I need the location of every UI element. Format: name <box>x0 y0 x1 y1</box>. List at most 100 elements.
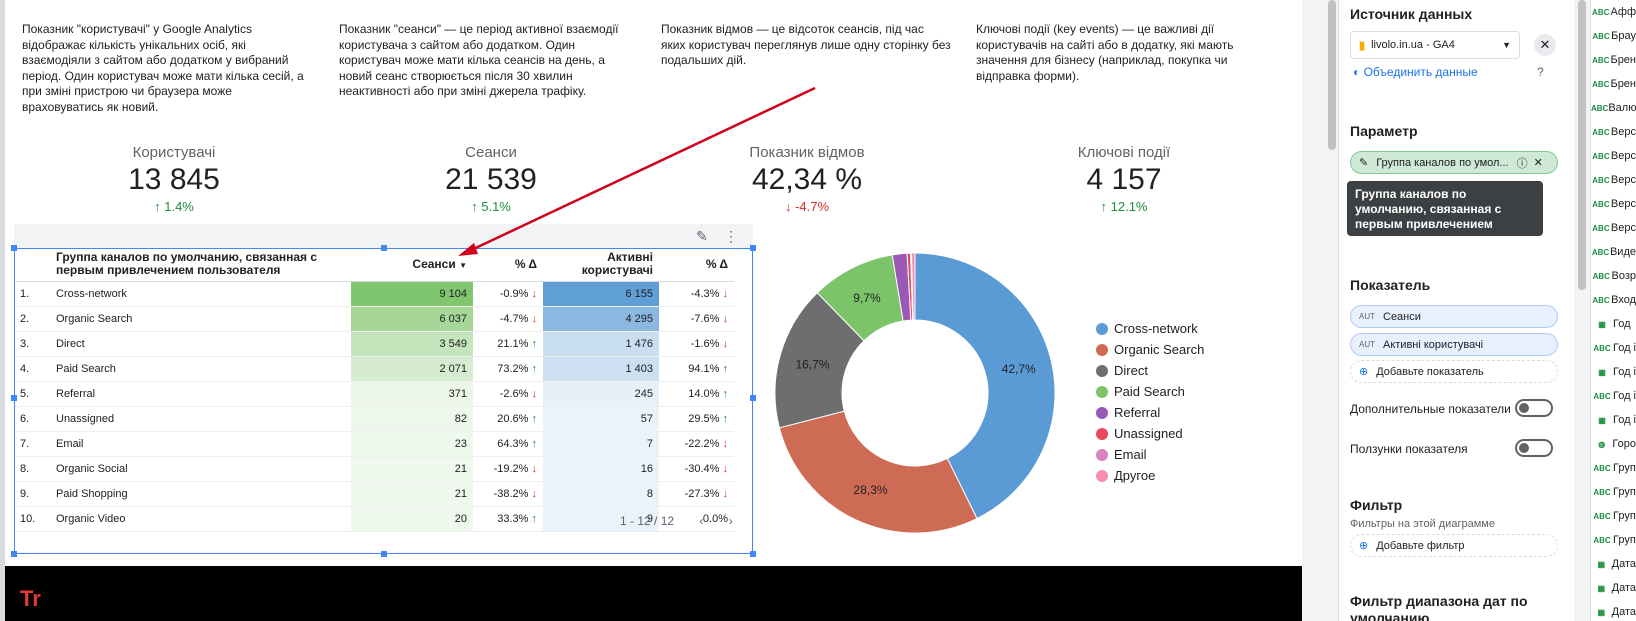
legend-swatch <box>1096 427 1108 440</box>
field-item[interactable]: ABC Верс <box>1591 192 1636 216</box>
legend-item[interactable]: Другое <box>1096 468 1155 483</box>
field-item[interactable]: ABC Верс <box>1591 120 1636 144</box>
field-item[interactable]: ▦ Год і <box>1591 408 1636 432</box>
header-sessions-delta[interactable]: % Δ <box>473 248 543 282</box>
field-item[interactable]: ▦ Год <box>1591 312 1636 336</box>
legend-swatch <box>1096 469 1108 482</box>
field-item[interactable]: ABC Брен <box>1591 48 1636 72</box>
field-label: Вход <box>1611 294 1636 306</box>
field-item[interactable]: ABC Груп <box>1591 528 1636 552</box>
pencil-icon[interactable]: ✎ <box>1359 157 1369 169</box>
field-item[interactable]: ABC Верс <box>1591 144 1636 168</box>
close-icon[interactable]: ✕ <box>1534 34 1556 56</box>
field-item[interactable]: ▦ Год і <box>1591 360 1636 384</box>
table-row[interactable]: 2. Organic Search 6 037 -4.7% ↓ 4 295 -7.6% ↓ <box>14 306 734 332</box>
field-item[interactable]: ▦ Дата <box>1591 600 1636 621</box>
pie-slice[interactable] <box>914 253 1056 520</box>
info-icon[interactable]: ⓘ <box>1516 157 1528 170</box>
field-item[interactable]: ABC Валю <box>1591 96 1636 120</box>
text-type-icon: ABC <box>1593 343 1611 353</box>
channels-table[interactable]: ✎ ⋮ Группа каналов по умолчанию, связанн… <box>14 224 753 554</box>
field-item[interactable]: ABC Год і <box>1591 336 1636 360</box>
metric-title: Показатель <box>1350 277 1431 293</box>
sort-desc-icon[interactable]: ▼ <box>459 261 467 271</box>
more-vert-icon[interactable]: ⋮ <box>724 228 738 244</box>
date-filter-title: Фильтр диапазона дат по умолчанию <box>1350 593 1528 621</box>
legend-item[interactable]: Paid Search <box>1096 384 1185 399</box>
field-label: Верс <box>1610 150 1636 162</box>
header-users-delta[interactable]: % Δ <box>659 248 734 282</box>
field-item[interactable]: ABC Верс <box>1591 216 1636 240</box>
donut-chart[interactable]: 42,7% 28,3% 16,7% 9,7% <box>775 253 1075 553</box>
users-delta-cell: -1.6% ↓ <box>659 331 734 357</box>
table-row[interactable]: 4. Paid Search 2 071 73.2% ↑ 1 403 94.1% ↑ <box>14 356 734 382</box>
add-metric-button[interactable]: ⊕ Добавьте показатель <box>1350 360 1558 383</box>
table-row[interactable]: 10. Organic Video 20 33.3% ↑ 9 0.0% <box>14 506 734 532</box>
field-item[interactable]: ABC Груп <box>1591 504 1636 528</box>
legend-item[interactable]: Cross-network <box>1096 321 1198 336</box>
help-icon[interactable]: ? <box>1537 65 1544 79</box>
table-row[interactable]: 3. Direct 3 549 21.1% ↑ 1 476 -1.6% ↓ <box>14 331 734 357</box>
legend-label: Другое <box>1114 468 1156 483</box>
data-table: Группа каналов по умолчанию, связанная с… <box>14 248 734 532</box>
kpi-key-events[interactable]: Ключові події 4 157 ↑ 12.1% <box>1024 144 1224 214</box>
field-item[interactable]: ABC Возр <box>1591 264 1636 288</box>
field-label: Дата <box>1611 606 1636 618</box>
field-item[interactable]: ABC Год і <box>1591 384 1636 408</box>
sessions-delta-cell: 64.3% ↑ <box>473 431 543 457</box>
field-item[interactable]: ABC Брау <box>1591 24 1636 48</box>
legend-label: Unassigned <box>1114 426 1183 441</box>
pie-slice[interactable] <box>778 410 978 534</box>
header-channel[interactable]: Группа каналов по умолчанию, связанная с… <box>50 248 351 282</box>
kpi-users[interactable]: Користувачі 13 845 ↑ 1.4% <box>74 144 274 214</box>
chevron-right-icon[interactable]: › <box>728 514 733 528</box>
metric-chip-active-users[interactable]: AUT Активні користувачі <box>1350 333 1558 356</box>
add-filter-button[interactable]: ⊕ Добавьте фильтр <box>1350 534 1558 557</box>
legend-item[interactable]: Direct <box>1096 363 1148 378</box>
header-sessions[interactable]: Сеанси ▼ <box>351 248 473 282</box>
kpi-value: 13 845 <box>128 163 220 196</box>
field-item[interactable]: ABC Афф <box>1591 0 1636 24</box>
legend-item[interactable]: Referral <box>1096 405 1160 420</box>
text-type-icon: ABC <box>1591 103 1609 113</box>
table-row[interactable]: 5. Referral 371 -2.6% ↓ 245 14.0% ↑ <box>14 381 734 407</box>
field-item[interactable]: ABC Груп <box>1591 456 1636 480</box>
pencil-icon[interactable]: ✎ <box>696 228 708 244</box>
table-row[interactable]: 6. Unassigned 82 20.6% ↑ 57 29.5% ↑ <box>14 406 734 432</box>
header-active-users[interactable]: Активні користувачі <box>543 248 659 282</box>
data-source-select[interactable]: ▮ livolo.in.ua - GA4 ▼ <box>1350 31 1520 59</box>
legend-item[interactable]: Unassigned <box>1096 426 1183 441</box>
pie-slice[interactable] <box>910 253 916 321</box>
sessions-delta-cell: 73.2% ↑ <box>473 356 543 382</box>
field-item[interactable]: ABC Вход <box>1591 288 1636 312</box>
channel-cell: Organic Video <box>50 506 351 532</box>
metric-sliders-toggle[interactable] <box>1515 439 1553 457</box>
table-row[interactable]: 9. Paid Shopping 21 -38.2% ↓ 8 -27.3% ↓ <box>14 481 734 507</box>
legend-item[interactable]: Organic Search <box>1096 342 1204 357</box>
field-item[interactable]: ABC Груп <box>1591 480 1636 504</box>
legend-label: Cross-network <box>1114 321 1198 336</box>
users-delta-cell: -4.3% ↓ <box>659 281 734 307</box>
dimension-chip[interactable]: ✎ Группа каналов по умол... ⓘ ✕ <box>1350 151 1558 174</box>
close-icon[interactable]: ✕ <box>1533 157 1543 169</box>
kpi-sessions[interactable]: Сеанси 21 539 ↑ 5.1% <box>391 144 591 214</box>
table-row[interactable]: 8. Organic Social 21 -19.2% ↓ 16 -30.4% ↓ <box>14 456 734 482</box>
field-item[interactable]: ▦ Дата <box>1591 552 1636 576</box>
field-item[interactable]: ▦ Дата <box>1591 576 1636 600</box>
kpi-bounce-rate[interactable]: Показник відмов 42,34 % ↓ -4.7% <box>707 144 907 214</box>
panel-scrollbar[interactable] <box>1578 0 1586 290</box>
extra-metrics-toggle[interactable] <box>1515 399 1553 417</box>
canvas-scrollbar[interactable] <box>1328 0 1336 150</box>
metric-chip-sessions[interactable]: AUT Сеанси <box>1350 305 1558 328</box>
blend-data-link[interactable]: ◐ Объединить данные <box>1353 65 1478 79</box>
table-row[interactable]: 1. Cross-network 9 104 -0.9% ↓ 6 155 -4.3% ↓ <box>14 281 734 307</box>
table-row[interactable]: 7. Email 23 64.3% ↑ 7 -22.2% ↓ <box>14 431 734 457</box>
legend-label: Referral <box>1114 405 1161 420</box>
field-label: Виде <box>1609 246 1636 258</box>
field-item[interactable]: ABC Виде <box>1591 240 1636 264</box>
field-item[interactable]: ABC Брен <box>1591 72 1636 96</box>
field-item[interactable]: ABC Верс <box>1591 168 1636 192</box>
legend-item[interactable]: Email <box>1096 447 1147 462</box>
field-item[interactable]: ◍ Горо <box>1591 432 1636 456</box>
chevron-left-icon[interactable]: ‹ <box>699 514 704 528</box>
